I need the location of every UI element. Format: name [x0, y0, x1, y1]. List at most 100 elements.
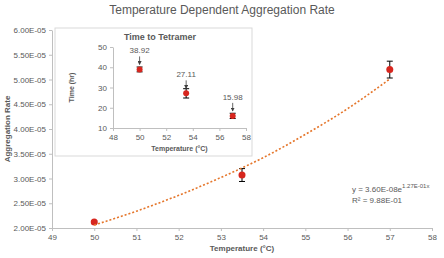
y-axis-tick-label: 40 — [98, 63, 107, 72]
x-axis-line — [114, 128, 247, 129]
x-axis-tick: 53 — [217, 228, 226, 242]
x-axis-tick-label: 56 — [344, 233, 353, 242]
x-axis-tick: 56 — [344, 228, 353, 242]
y-axis-tick-label: 50 — [98, 43, 107, 52]
y-axis: 2.00E-05 2.50E-05 3.00E-05 3.50E-05 4.00E-05… — [14, 26, 53, 233]
y-axis-tick: 4.50E-05 — [14, 100, 52, 109]
y-axis-tick-label: 3.00E-05 — [14, 175, 47, 184]
y-axis-tick: 50 — [98, 43, 113, 52]
y-axis-tick-mark — [110, 47, 113, 48]
data-labels: 38.92 27.11 15.98 — [130, 46, 244, 110]
y-axis-tick: 3.50E-05 — [14, 150, 52, 159]
y-axis-tick: 30 — [98, 84, 113, 93]
y-axis-tick-label: 5.00E-05 — [14, 76, 47, 85]
x-axis-tick-label: 53 — [217, 233, 226, 242]
data-label: 38.92 — [130, 46, 151, 55]
x-axis-tick: 54 — [259, 228, 268, 242]
x-axis-tick: 52 — [162, 128, 171, 142]
y-axis-tick-mark — [49, 203, 52, 204]
data-point — [183, 90, 189, 96]
chart-svg: 495051525354555657582.00E-052.50E-053.00… — [0, 0, 444, 258]
x-axis-title: Temperature (°C) — [210, 244, 275, 253]
x-axis-tick-label: 57 — [386, 233, 395, 242]
error-bar-cap — [239, 181, 245, 182]
error-bar-cap — [183, 98, 189, 99]
y-axis-tick-mark — [49, 179, 52, 180]
x-axis-tick-mark — [390, 228, 391, 231]
y-axis-tick-mark — [49, 80, 52, 81]
y-axis: 10 20 30 40 50 — [98, 43, 113, 133]
y-axis-tick-mark — [49, 129, 52, 130]
plot-marks — [137, 66, 236, 118]
error-bar — [387, 61, 393, 78]
x-axis-tick-label: 52 — [162, 133, 171, 142]
x-axis-tick-label: 58 — [242, 133, 251, 142]
y-axis-tick: 4.00E-05 — [14, 125, 52, 134]
x-axis-tick: 54 — [189, 128, 198, 142]
equation: y = 3.60E-08e1.27E-01x — [352, 183, 429, 194]
y-axis-title: Aggregation Rate — [3, 95, 12, 162]
y-axis-tick: 20 — [98, 104, 113, 113]
x-axis: 49505152535455565758 — [48, 228, 437, 242]
y-axis-tick-label: 2.50E-05 — [14, 199, 47, 208]
label-arrow — [139, 56, 140, 64]
y-axis-tick-label: 5.50E-05 — [14, 51, 47, 60]
x-axis-tick-mark — [94, 228, 95, 231]
equation-exponent: 1.27E-01x — [402, 183, 429, 189]
error-bar — [230, 113, 236, 118]
error-bar — [239, 169, 245, 182]
y-axis-tick: 6.00E-05 — [14, 26, 52, 35]
x-axis-tick-mark — [432, 228, 433, 231]
x-axis-tick-mark — [221, 228, 222, 231]
y-axis-tick-mark — [49, 228, 52, 229]
y-axis-line — [52, 31, 53, 229]
y-axis-tick-mark — [110, 67, 113, 68]
error-bar — [137, 67, 143, 72]
x-axis-tick-label: 58 — [428, 233, 437, 242]
y-axis-tick-label: 10 — [98, 124, 107, 133]
x-axis-tick-label: 55 — [301, 233, 310, 242]
x-axis-line — [53, 228, 433, 229]
x-axis-tick-mark — [193, 128, 194, 131]
data-point — [239, 172, 246, 179]
x-axis-tick-label: 50 — [136, 133, 145, 142]
y-axis-tick: 2.00E-05 — [14, 224, 52, 233]
data-point — [137, 66, 143, 72]
data-point — [386, 66, 393, 73]
label-arrow — [186, 80, 187, 88]
x-axis-tick: 57 — [386, 228, 395, 242]
x-axis-tick-mark — [136, 228, 137, 231]
x-axis-tick-mark — [305, 228, 306, 231]
chart-title: Temperature Dependent Aggregation Rate — [109, 3, 335, 17]
x-axis-tick-label: 56 — [215, 133, 224, 142]
x-axis-tick: 52 — [175, 228, 184, 242]
y-axis-tick-label: 6.00E-05 — [14, 26, 47, 35]
x-axis-tick-mark — [263, 228, 264, 231]
x-axis-tick-mark — [219, 128, 220, 131]
y-axis-tick-label: 30 — [98, 84, 107, 93]
x-axis-tick-label: 54 — [259, 233, 268, 242]
y-axis-tick-label: 4.50E-05 — [14, 100, 47, 109]
data-label: 27.11 — [176, 70, 196, 79]
y-axis-tick-label: 4.00E-05 — [14, 125, 47, 134]
inset: 485052545658102030405038.9227.1115.98Tim… — [55, 28, 252, 156]
x-axis-tick-label: 48 — [109, 133, 118, 142]
x-axis-tick: 56 — [215, 128, 224, 142]
y-axis-tick-mark — [49, 154, 52, 155]
y-axis-tick: 10 — [98, 124, 113, 133]
x-axis: 48 50 52 54 56 58 — [109, 128, 251, 142]
x-axis-tick-mark — [179, 228, 180, 231]
x-axis-tick-mark — [166, 128, 167, 131]
data-point — [230, 113, 236, 119]
x-axis-tick-mark — [140, 128, 141, 131]
x-axis-title: Temperature (°C) — [151, 145, 207, 153]
equation-base: y = 3.60E-08e — [352, 185, 403, 194]
x-axis-tick: 55 — [301, 228, 310, 242]
y-axis-tick: 40 — [98, 63, 113, 72]
y-axis-tick: 5.50E-05 — [14, 51, 52, 60]
data-label: 15.98 — [223, 93, 244, 102]
chart-0: 495051525354555657582.00E-052.50E-053.00… — [3, 3, 438, 253]
label-arrow — [232, 103, 233, 111]
inset-frame — [55, 28, 252, 156]
y-axis-tick: 3.00E-05 — [14, 175, 52, 184]
